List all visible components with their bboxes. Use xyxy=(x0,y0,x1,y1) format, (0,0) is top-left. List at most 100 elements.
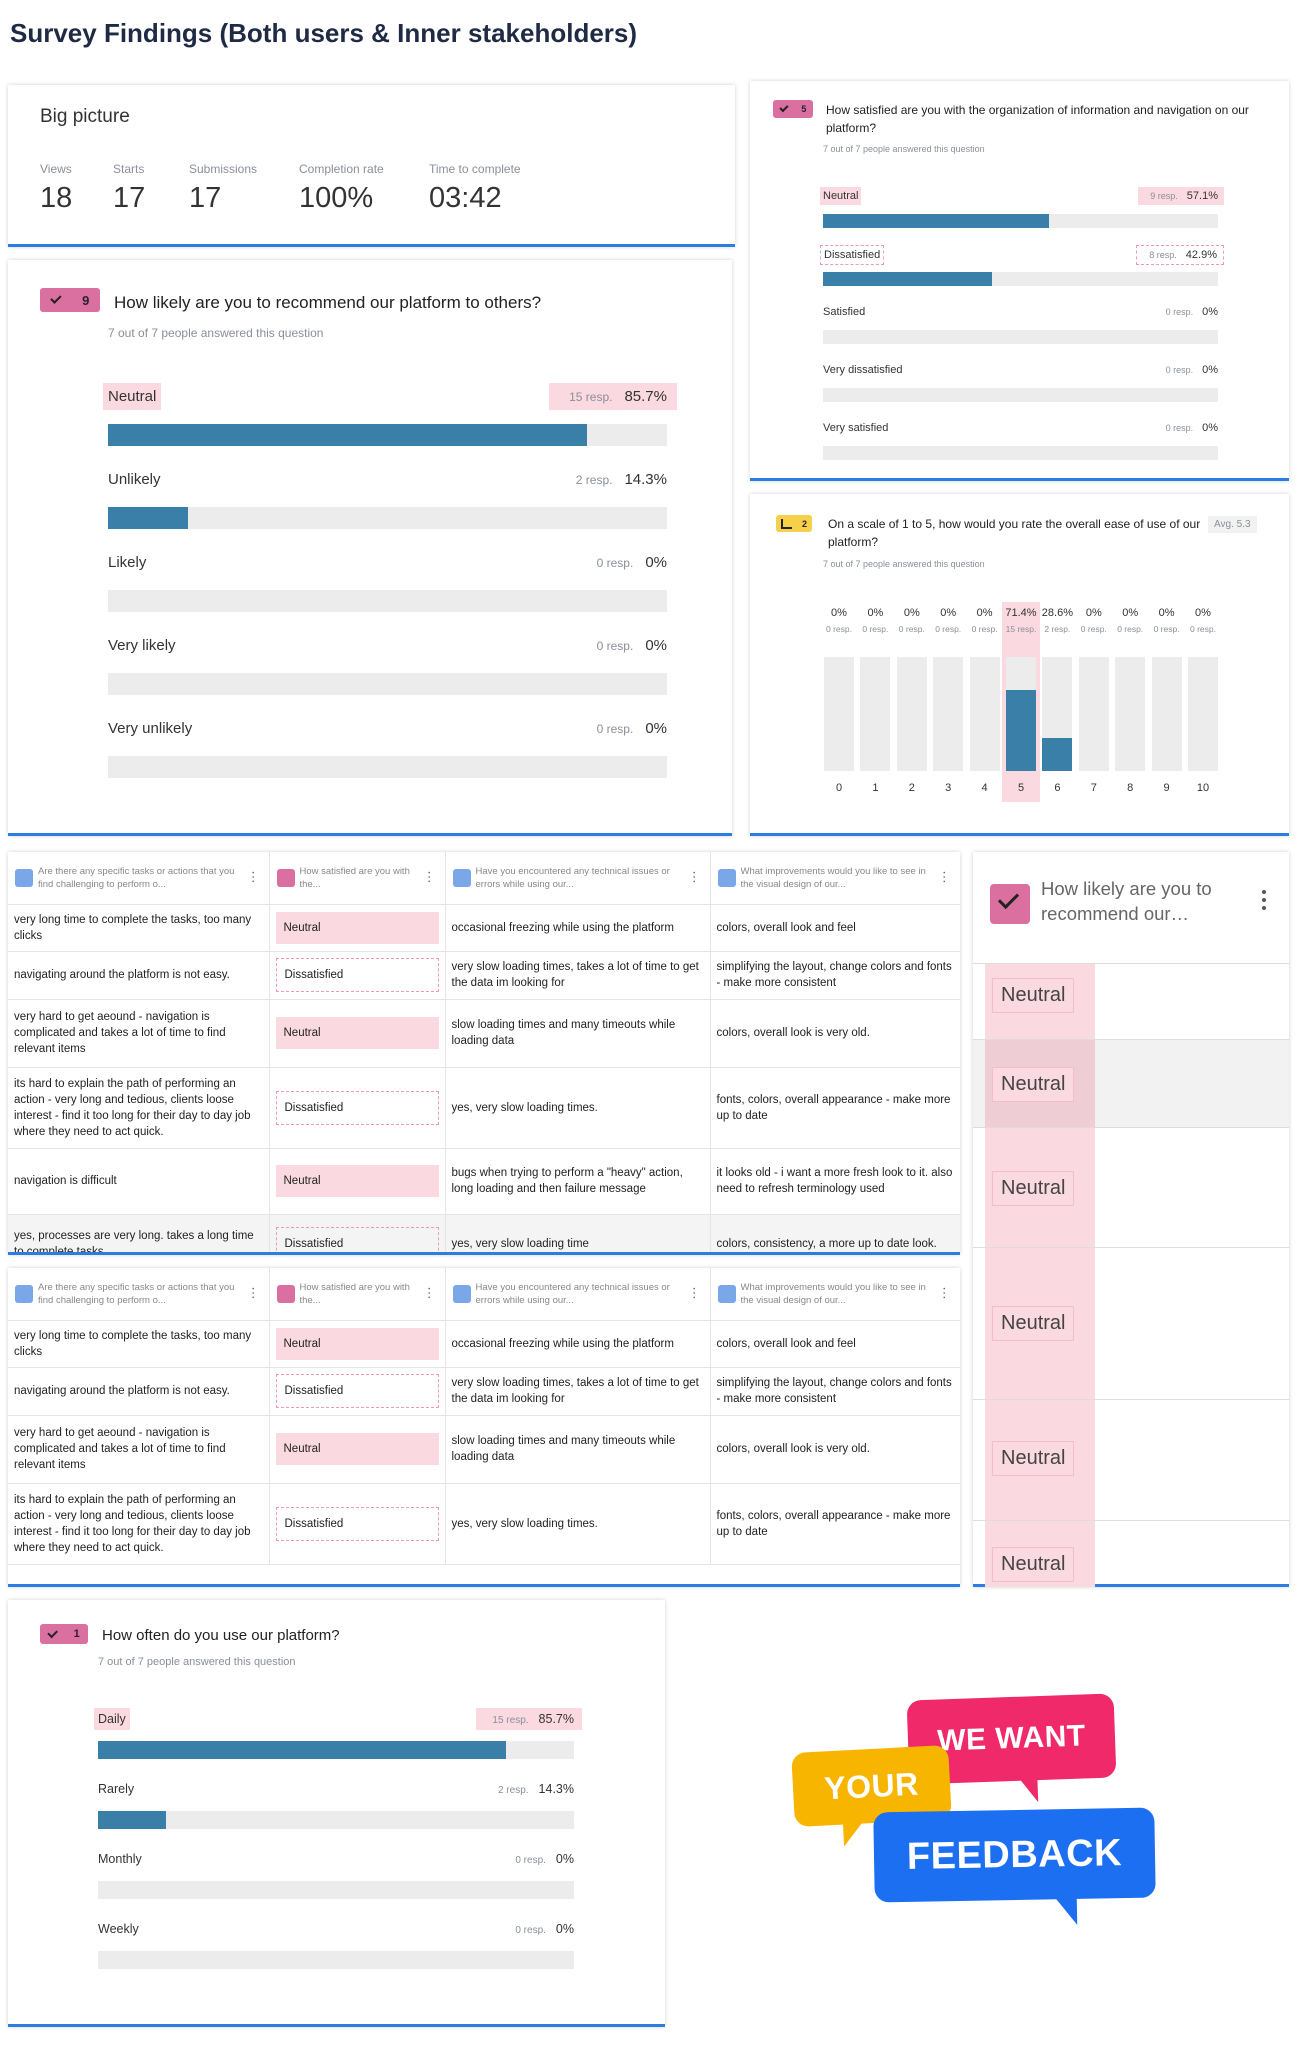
stat-value: 100% xyxy=(299,182,374,214)
menu-dots: … xyxy=(425,870,442,884)
percent-label: 85.7% xyxy=(624,388,667,405)
bar-track xyxy=(1151,657,1182,771)
table-cell: occasional freezing while using the plat… xyxy=(445,1320,711,1368)
cell-text: fonts, colors, overall appearance - make… xyxy=(716,1093,951,1122)
table-card: Are there any specific tasks or actions … xyxy=(8,852,960,1255)
bar-track xyxy=(823,330,1218,344)
status-chip: Neutral xyxy=(992,1171,1075,1206)
column-icon xyxy=(276,869,295,887)
scale-label: 0 xyxy=(835,782,843,794)
option-result: 0 resp. 0% xyxy=(1154,419,1224,437)
menu-dots: … xyxy=(690,1286,707,1300)
response-count: 9 resp. xyxy=(1150,191,1178,201)
table-cell: very slow loading times, takes a lot of … xyxy=(445,951,711,1000)
bubble-tail xyxy=(842,1819,867,1847)
scale-label: 3 xyxy=(945,782,952,794)
bar-track xyxy=(1188,657,1218,771)
answered-count: 7 out of 7 people answered this question xyxy=(823,559,985,569)
column-icon xyxy=(717,869,736,887)
bar xyxy=(1006,689,1036,771)
stat-value: 18 xyxy=(40,182,73,214)
cell-text: occasional freezing while using the plat… xyxy=(451,921,674,934)
cell-text: slow loading times and many timeouts whi… xyxy=(451,1019,676,1047)
bar-track xyxy=(823,388,1218,402)
response-count: 0 resp. xyxy=(1190,624,1216,634)
table-cell: yes, processes are very long. takes a lo… xyxy=(8,1214,270,1255)
response-count: 15 resp. xyxy=(569,390,613,404)
bar-track xyxy=(108,756,667,778)
status-chip: Neutral xyxy=(992,1067,1075,1102)
scale-label: 8 xyxy=(1127,782,1134,794)
option-result: 0 resp. 0% xyxy=(577,632,677,659)
table-cell: very long time to complete the tasks, to… xyxy=(8,904,270,952)
row-line xyxy=(973,1520,1289,1587)
option-result: 0 resp. 0% xyxy=(499,1848,582,1870)
percent-label: 0% xyxy=(645,554,667,571)
column-icon xyxy=(15,1285,33,1303)
scale-label: 9 xyxy=(1163,782,1170,794)
cell-text: it looks old - i want a more fresh look … xyxy=(716,1167,953,1195)
response-count: 0 resp. xyxy=(1165,423,1194,433)
percent-label: 14.3% xyxy=(624,471,667,488)
table-cell: its hard to explain the path of performi… xyxy=(8,1067,270,1149)
scale-label: 4 xyxy=(981,782,988,794)
table-cell: Neutral xyxy=(269,1320,446,1368)
table-cell: colors, consistency, a more up to date l… xyxy=(710,1214,960,1252)
menu-dots: … xyxy=(425,1286,442,1300)
cell-text: yes, processes are very long. takes a lo… xyxy=(14,1230,254,1255)
column-header: How satisfied are you with the...… xyxy=(269,852,446,905)
percent-label: 0% xyxy=(903,607,920,619)
percent-label: 71.4% xyxy=(1005,607,1037,619)
bar xyxy=(108,424,588,446)
cell-text: colors, overall look is very old. xyxy=(716,1027,870,1039)
card-title: Big picture xyxy=(40,106,130,127)
question-number: 9 xyxy=(82,292,90,308)
response-count: 0 resp. xyxy=(515,1855,546,1866)
table-cell: slow loading times and many timeouts whi… xyxy=(445,1415,711,1484)
response-table: Are there any specific tasks or actions … xyxy=(8,1268,960,1565)
table-row: very long time to complete the tasks, to… xyxy=(8,904,960,952)
option-result: 0 resp. 0% xyxy=(499,1918,582,1940)
response-count: 0 resp. xyxy=(898,624,925,634)
status-chip: Neutral xyxy=(275,1327,439,1360)
bar-track xyxy=(108,507,667,529)
table-cell: colors, overall look is very old. xyxy=(710,1415,960,1484)
cell-text: slow loading times and many timeouts whi… xyxy=(451,1435,676,1463)
table-cell: very hard to get aeound - navigation is … xyxy=(8,999,270,1068)
table-row: very long time to complete the tasks, to… xyxy=(8,1320,960,1368)
table-cell: fonts, colors, overall appearance - make… xyxy=(710,1067,960,1149)
option-label: Daily xyxy=(94,1708,130,1730)
cell-text: colors, overall look and feel xyxy=(716,921,856,934)
header-text: Have you encountered any technical issue… xyxy=(475,1281,670,1306)
bar xyxy=(1042,738,1073,771)
scale-label: 1 xyxy=(872,782,879,794)
header-text: What improvements would you like to see … xyxy=(740,1281,926,1306)
table-cell: Dissatisfied xyxy=(269,1483,446,1565)
stat-label: Starts xyxy=(113,162,145,176)
question-title: How often do you use our platform? xyxy=(102,1627,340,1644)
bar-icon xyxy=(780,518,792,529)
cell-text: yes, very slow loading time xyxy=(451,1238,589,1250)
bar xyxy=(823,214,1049,228)
percent-label: 0% xyxy=(976,607,993,619)
table-cell: Dissatisfied xyxy=(269,1367,446,1416)
bubble-tail xyxy=(1054,1896,1078,1926)
table-cell: occasional freezing while using the plat… xyxy=(445,904,711,952)
percent-label: 0% xyxy=(1085,607,1102,619)
cell-text: its hard to explain the path of performi… xyxy=(14,1493,251,1554)
bar xyxy=(98,1811,167,1829)
option-result: 2 resp. 14.3% xyxy=(556,466,677,493)
response-count: 0 resp. xyxy=(1153,624,1180,634)
bar-track xyxy=(98,1951,574,1969)
status-chip: Neutral xyxy=(992,1441,1075,1476)
row-line xyxy=(973,1127,1289,1247)
menu-dots xyxy=(1262,890,1266,894)
column-icon xyxy=(452,869,471,887)
question-badge: 1 xyxy=(40,1624,88,1644)
table-cell: Neutral xyxy=(269,904,446,952)
response-count: 0 resp. xyxy=(515,1925,546,1936)
cell-text: very slow loading times, takes a lot of … xyxy=(451,1377,699,1405)
bar-track xyxy=(98,1881,574,1899)
table-cell: colors, overall look is very old. xyxy=(710,999,960,1068)
